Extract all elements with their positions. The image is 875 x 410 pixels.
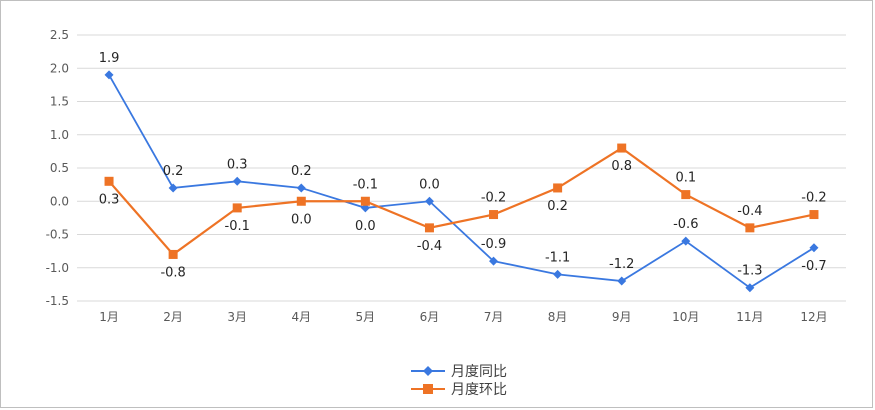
x-tick-label: 9月 bbox=[612, 310, 632, 324]
y-tick-label: 1.0 bbox=[50, 128, 69, 142]
data-label: 0.0 bbox=[419, 177, 440, 192]
data-label: -0.8 bbox=[160, 265, 185, 280]
data-label: -0.4 bbox=[417, 239, 442, 254]
data-label: -1.3 bbox=[737, 264, 762, 279]
data-labels: 1.9 0.2 0.3 0.2 0.0 0.0 -0.9 -1.1 -1.2 -0.6 -1.3 -0… bbox=[99, 51, 827, 281]
data-point bbox=[424, 196, 434, 206]
data-label: -0.1 bbox=[225, 219, 250, 234]
data-label: 0.0 bbox=[291, 212, 312, 227]
data-label: 1.9 bbox=[99, 51, 120, 66]
data-label: -1.1 bbox=[545, 250, 570, 265]
data-label: -0.2 bbox=[801, 191, 826, 206]
data-label: -1.2 bbox=[609, 257, 634, 272]
data-point bbox=[681, 236, 691, 246]
data-point bbox=[424, 223, 434, 233]
data-point bbox=[360, 196, 370, 206]
data-point bbox=[681, 190, 691, 200]
data-point bbox=[809, 210, 819, 220]
x-axis-ticks: 1月 2月 3月 4月 5月 6月 7月 8月 9月 10月 11月 12月 bbox=[99, 310, 827, 324]
y-tick-label: -0.5 bbox=[46, 228, 69, 242]
y-tick-label: -1.5 bbox=[46, 294, 69, 308]
data-point bbox=[296, 196, 306, 206]
series-lines bbox=[108, 74, 815, 289]
x-tick-label: 7月 bbox=[484, 310, 504, 324]
data-point bbox=[296, 183, 306, 193]
legend-marker bbox=[423, 366, 433, 376]
y-tick-label: 1.5 bbox=[50, 95, 69, 109]
data-label: -0.2 bbox=[481, 191, 506, 206]
x-tick-label: 11月 bbox=[736, 310, 763, 324]
x-tick-label: 8月 bbox=[548, 310, 568, 324]
y-tick-label: -1.0 bbox=[46, 261, 69, 275]
data-point bbox=[232, 176, 242, 186]
series-markers bbox=[104, 70, 819, 293]
y-tick-label: 2.5 bbox=[50, 28, 69, 42]
data-point bbox=[489, 256, 499, 266]
data-label: 0.2 bbox=[547, 199, 568, 214]
data-label: 0.0 bbox=[355, 219, 376, 234]
data-point bbox=[489, 210, 499, 220]
x-tick-label: 6月 bbox=[420, 310, 440, 324]
series-line-1 bbox=[108, 74, 815, 289]
y-tick-label: 0.0 bbox=[50, 194, 69, 208]
data-label: 0.3 bbox=[227, 157, 248, 172]
y-tick-label: 2.0 bbox=[50, 61, 69, 75]
data-label: -0.7 bbox=[801, 259, 826, 274]
y-tick-label: 0.5 bbox=[50, 161, 69, 175]
x-tick-label: 10月 bbox=[672, 310, 699, 324]
data-label: 0.1 bbox=[675, 171, 696, 186]
data-point bbox=[168, 249, 178, 259]
x-tick-label: 4月 bbox=[291, 310, 311, 324]
data-point bbox=[104, 176, 114, 186]
data-point bbox=[745, 223, 755, 233]
x-tick-label: 3月 bbox=[227, 310, 247, 324]
data-point bbox=[232, 203, 242, 213]
data-label: -0.9 bbox=[481, 237, 506, 252]
data-point bbox=[809, 243, 819, 253]
data-point bbox=[104, 70, 114, 80]
x-tick-label: 12月 bbox=[800, 310, 827, 324]
x-tick-label: 5月 bbox=[356, 310, 376, 324]
data-point bbox=[745, 283, 755, 293]
data-point bbox=[168, 183, 178, 193]
series-line-2 bbox=[108, 146, 815, 256]
data-label: 0.3 bbox=[99, 192, 120, 207]
legend-marker bbox=[423, 384, 433, 394]
x-tick-label: 2月 bbox=[163, 310, 183, 324]
legend-label: 月度同比 bbox=[451, 364, 507, 380]
data-label: -0.6 bbox=[673, 217, 698, 232]
data-label: -0.1 bbox=[353, 177, 378, 192]
data-label: 0.8 bbox=[611, 159, 632, 174]
legend-label: 月度环比 bbox=[451, 382, 507, 398]
y-axis-ticks: 2.5 2.0 1.5 1.0 0.5 0.0 -0.5 -1.0 -1.5 bbox=[46, 28, 69, 308]
data-point bbox=[553, 269, 563, 279]
data-point bbox=[617, 143, 627, 153]
data-point bbox=[617, 276, 627, 286]
x-tick-label: 1月 bbox=[99, 310, 119, 324]
data-point bbox=[553, 183, 563, 193]
grid-lines bbox=[77, 34, 846, 302]
data-label: -0.4 bbox=[737, 204, 762, 219]
data-label: 0.2 bbox=[163, 164, 184, 179]
data-label: 0.2 bbox=[291, 164, 312, 179]
